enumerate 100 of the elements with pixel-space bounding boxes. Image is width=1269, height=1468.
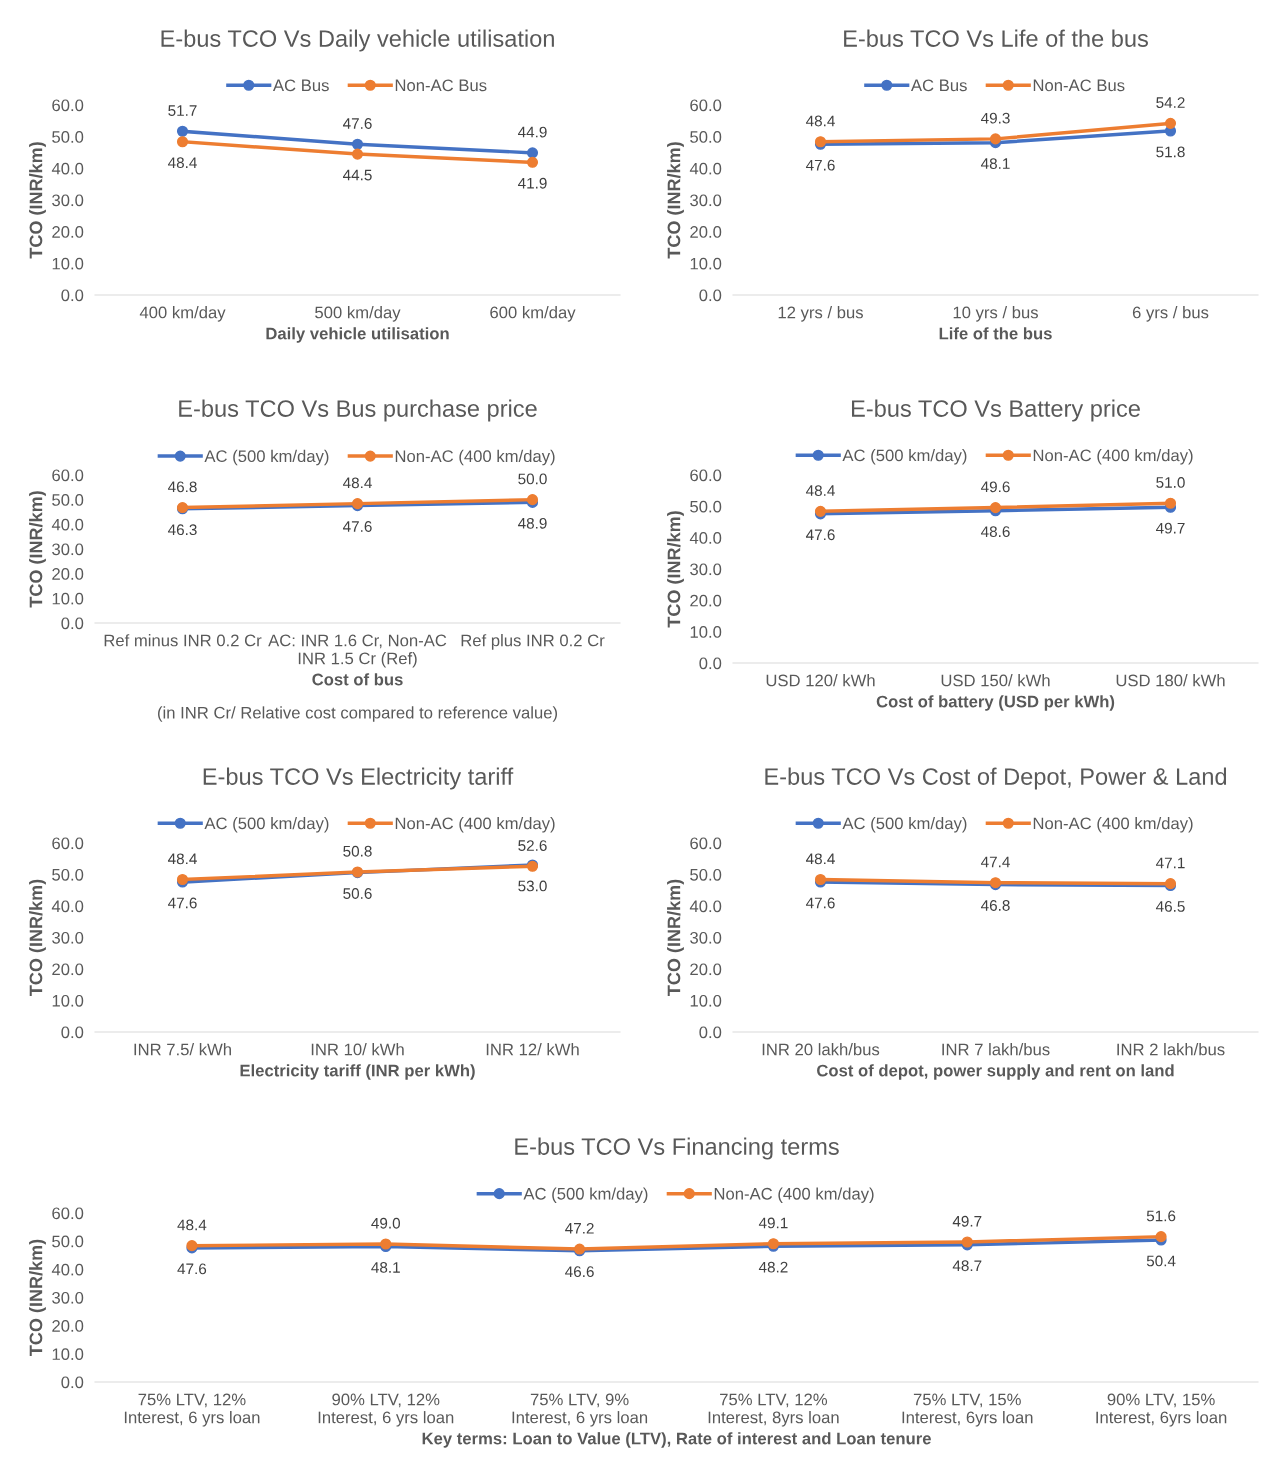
data-label: 47.6 xyxy=(342,118,372,129)
chart-title: E-bus TCO Vs Electricity tariff xyxy=(203,767,514,790)
data-label: 47.6 xyxy=(167,897,197,909)
legend-label: AC (500 km/day) xyxy=(204,449,329,466)
y-axis-title: TCO (INR/km) xyxy=(29,142,46,259)
data-label: 48.4 xyxy=(177,1219,207,1231)
y-tick-label: 40.0 xyxy=(689,900,722,913)
data-label: 50.4 xyxy=(1146,1255,1176,1267)
x-axis-title: Life of the bus xyxy=(939,327,1052,340)
chart-title: E-bus TCO Vs Life of the bus xyxy=(844,29,1148,47)
x-tick-label: 6 yrs / bus xyxy=(1132,306,1209,322)
data-label: 44.9 xyxy=(517,126,547,138)
x-tick-label: 90% LTV, 15% Interest, 6yrs loan xyxy=(1096,1393,1227,1427)
y-tick-label: 50.0 xyxy=(52,868,84,881)
y-tick-label: 20.0 xyxy=(690,963,722,976)
x-tick-label: INR 2 lakh/bus xyxy=(1117,1043,1225,1056)
x-axis-title: Cost of battery (USD per kWh) xyxy=(876,695,1115,711)
x-tick-label: 75% LTV, 12% Interest, 8yrs loan xyxy=(708,1393,839,1427)
data-label: 48.1 xyxy=(371,1262,400,1273)
y-tick-label: 0.0 xyxy=(61,1026,84,1039)
data-label: 49.6 xyxy=(980,481,1010,493)
y-tick-label: 60.0 xyxy=(52,99,84,112)
y-tick-label: 20.0 xyxy=(52,1320,84,1332)
data-label: 47.6 xyxy=(805,159,835,171)
y-tick-label: 20.0 xyxy=(52,226,84,238)
data-label: 41.9 xyxy=(517,177,547,189)
legend-label: Non-AC (400 km/day) xyxy=(1033,449,1193,465)
data-label: 46.5 xyxy=(1155,901,1185,912)
y-tick-label: 10.0 xyxy=(52,592,84,605)
y-tick-label: 0.0 xyxy=(61,617,84,630)
x-tick-label: USD 180/ kWh xyxy=(1116,674,1225,687)
y-tick-label: 0.0 xyxy=(61,289,84,302)
y-tick-label: 60.0 xyxy=(52,1207,84,1220)
chart-title: E-bus TCO Vs Bus purchase price xyxy=(179,399,537,422)
data-label: 48.2 xyxy=(758,1261,788,1273)
chart-title: E-bus TCO Vs Cost of Depot, Power & Land xyxy=(765,767,1227,790)
data-label: 47.6 xyxy=(342,521,372,532)
data-label: 48.4 xyxy=(805,485,835,496)
data-label: 50.8 xyxy=(343,845,372,857)
data-label: 47.2 xyxy=(565,1222,594,1234)
y-tick-label: 40.0 xyxy=(689,532,722,544)
data-label: 54.2 xyxy=(1156,97,1185,109)
y-tick-label: 60.0 xyxy=(690,469,722,482)
y-tick-label: 30.0 xyxy=(52,1291,84,1304)
y-tick-label: 50.0 xyxy=(690,500,722,513)
y-tick-label: 50.0 xyxy=(52,1235,84,1248)
legend-label: Non-AC (400 km/day) xyxy=(395,817,555,833)
x-tick-label: 400 km/day xyxy=(139,306,226,322)
data-label: 44.5 xyxy=(342,169,372,181)
y-tick-label: 30.0 xyxy=(52,931,84,944)
y-tick-label: 60.0 xyxy=(690,99,722,112)
y-tick-label: 10.0 xyxy=(690,257,722,270)
x-tick-label: 12 yrs / bus xyxy=(778,306,863,322)
legend-label: AC (500 km/day) xyxy=(842,449,967,465)
y-axis-title: TCO (INR/km) xyxy=(29,491,46,608)
y-tick-label: 20.0 xyxy=(690,226,722,238)
x-tick-label: Ref minus INR 0.2 Cr xyxy=(104,634,262,647)
y-tick-label: 30.0 xyxy=(690,931,722,944)
y-tick-label: 0.0 xyxy=(699,289,722,302)
y-tick-label: 50.0 xyxy=(52,131,84,143)
x-tick-label: 75% LTV, 9% Interest, 6 yrs loan xyxy=(512,1393,648,1427)
y-tick-label: 40.0 xyxy=(51,518,84,531)
data-label: 48.1 xyxy=(980,158,1010,170)
data-label: 47.6 xyxy=(805,897,835,909)
y-tick-label: 50.0 xyxy=(690,131,722,143)
y-tick-label: 10.0 xyxy=(690,994,722,1007)
x-axis-title: Electricity tariff (INR per kWh) xyxy=(240,1064,475,1080)
chart-title: E-bus TCO Vs Financing terms xyxy=(515,1137,839,1160)
y-axis-title: TCO (INR/km) xyxy=(29,879,46,996)
y-tick-label: 30.0 xyxy=(690,194,722,207)
x-tick-label: INR 7.5/ kWh xyxy=(134,1043,231,1056)
x-tick-label: USD 150/ kWh xyxy=(941,674,1050,687)
data-label: 47.1 xyxy=(1155,857,1185,869)
x-tick-label: 90% LTV, 12% Interest, 6 yrs loan xyxy=(318,1393,454,1427)
y-axis-title: TCO (INR/km) xyxy=(667,879,684,996)
legend-label: Non-AC (400 km/day) xyxy=(714,1187,874,1203)
y-tick-label: 10.0 xyxy=(52,994,84,1007)
chart-title: E-bus TCO Vs Battery price xyxy=(852,399,1140,422)
x-tick-label: 10 yrs / bus xyxy=(953,306,1038,322)
data-label: 46.8 xyxy=(167,481,197,493)
legend-label: Non-AC Bus xyxy=(1033,79,1125,92)
y-axis-title: TCO (INR/km) xyxy=(29,1239,46,1356)
data-label: 51.8 xyxy=(1156,146,1185,158)
y-axis-title: TCO (INR/km) xyxy=(667,142,684,259)
y-tick-label: 0.0 xyxy=(699,1026,722,1039)
x-tick-label: USD 120/ kWh xyxy=(766,674,875,687)
legend-label: Non-AC (400 km/day) xyxy=(1033,817,1193,833)
y-tick-label: 40.0 xyxy=(51,900,84,913)
x-axis-title: Daily vehicle utilisation xyxy=(266,327,449,343)
y-tick-label: 20.0 xyxy=(52,568,84,580)
y-tick-label: 10.0 xyxy=(52,1348,84,1361)
y-tick-label: 10.0 xyxy=(690,626,722,638)
x-axis-title: Cost of depot, power supply and rent on land xyxy=(817,1064,1174,1080)
x-axis-title: Key terms: Loan to Value (LTV), Rate of interest and Loan tenure xyxy=(422,1432,931,1448)
legend-label: Non-AC (400 km/day) xyxy=(395,449,555,466)
data-label: 49.7 xyxy=(952,1215,982,1227)
y-tick-label: 40.0 xyxy=(51,162,84,175)
data-label: 49.0 xyxy=(371,1217,401,1229)
data-label: 48.9 xyxy=(517,517,547,529)
data-label: 48.4 xyxy=(805,115,835,127)
